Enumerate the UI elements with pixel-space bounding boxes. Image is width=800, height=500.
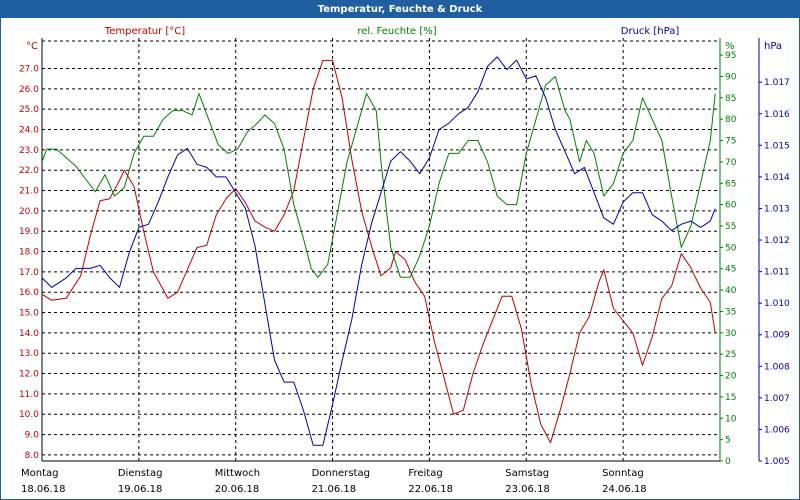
humidity-tick-label: 25 bbox=[725, 350, 736, 360]
pressure-tick-label: 1.016 bbox=[764, 110, 790, 120]
x-date-label: 23.06.18 bbox=[505, 484, 550, 495]
x-axis-labels: Montag 18.06.18 Dienstag 19.06.18 Mittwoch 20… bbox=[21, 468, 647, 495]
humidity-tick-label: 20 bbox=[725, 372, 737, 382]
grid-lines bbox=[41, 38, 721, 461]
humidity-series-line bbox=[41, 76, 716, 278]
x-day-label: Donnerstag bbox=[312, 468, 370, 479]
temperature-tick-label: 18.0 bbox=[19, 248, 39, 258]
x-date-label: 21.06.18 bbox=[312, 484, 357, 495]
temperature-tick-label: 27.0 bbox=[19, 65, 39, 75]
humidity-tick-label: 45 bbox=[725, 265, 736, 275]
x-day-label: Sonntag bbox=[602, 468, 644, 479]
humidity-unit-label: % bbox=[725, 41, 735, 52]
humidity-tick-label: 10 bbox=[725, 414, 737, 424]
humidity-tick-label: 0 bbox=[725, 457, 731, 467]
pressure-tick-label: 1.008 bbox=[764, 362, 790, 372]
humidity-tick-label: 90 bbox=[725, 72, 737, 82]
humidity-tick-label: 50 bbox=[725, 243, 737, 253]
pressure-unit-label: hPa bbox=[764, 41, 782, 52]
temperature-series-line bbox=[41, 59, 716, 444]
temperature-tick-label: 14.0 bbox=[19, 329, 39, 339]
pressure-axis-header: Druck [hPa] bbox=[621, 26, 680, 37]
x-date-label: 20.06.18 bbox=[215, 484, 260, 495]
x-date-label: 22.06.18 bbox=[408, 484, 453, 495]
humidity-tick-label: 30 bbox=[725, 329, 737, 339]
temperature-tick-label: 17.0 bbox=[19, 268, 39, 278]
pressure-tick-label: 1.012 bbox=[764, 236, 790, 246]
temperature-tick-label: 26.0 bbox=[19, 85, 39, 95]
x-day-label: Dienstag bbox=[118, 468, 163, 479]
axis-headers: Temperatur [°C] rel. Feuchte [%] Druck [… bbox=[26, 26, 782, 52]
humidity-tick-label: 5 bbox=[725, 436, 731, 446]
series-lines bbox=[41, 56, 716, 446]
pressure-tick-label: 1.007 bbox=[764, 394, 790, 404]
pressure-tick-label: 1.011 bbox=[764, 268, 790, 278]
x-day-label: Samstag bbox=[505, 468, 549, 479]
temperature-tick-label: 13.0 bbox=[19, 349, 39, 359]
temperature-tick-label: 10.0 bbox=[19, 410, 39, 420]
temperature-tick-label: 11.0 bbox=[19, 390, 39, 400]
temperature-tick-label: 20.0 bbox=[19, 207, 39, 217]
pressure-series-line bbox=[41, 56, 716, 446]
humidity-tick-label: 80 bbox=[725, 115, 737, 125]
temperature-axis-header: Temperatur [°C] bbox=[104, 26, 185, 37]
temperature-tick-label: 23.0 bbox=[19, 146, 39, 156]
x-day-label: Freitag bbox=[408, 468, 442, 479]
window-title: Temperatur, Feuchte & Druck bbox=[1, 1, 799, 18]
temperature-tick-label: 25.0 bbox=[19, 105, 39, 115]
x-day-label: Mittwoch bbox=[215, 468, 260, 479]
humidity-tick-label: 60 bbox=[725, 201, 737, 211]
humidity-tick-label: 85 bbox=[725, 94, 736, 104]
pressure-tick-label: 1.017 bbox=[764, 78, 790, 88]
axes bbox=[41, 38, 762, 462]
temperature-tick-label: 22.0 bbox=[19, 166, 39, 176]
temperature-tick-label: 15.0 bbox=[19, 309, 39, 319]
humidity-tick-label: 15 bbox=[725, 393, 736, 403]
humidity-tick-label: 55 bbox=[725, 222, 736, 232]
humidity-tick-label: 65 bbox=[725, 179, 736, 189]
humidity-axis-header: rel. Feuchte [%] bbox=[357, 26, 436, 37]
temperature-tick-label: 9.0 bbox=[25, 431, 40, 441]
pressure-tick-label: 1.009 bbox=[764, 331, 790, 341]
humidity-tick-label: 95 bbox=[725, 51, 736, 61]
humidity-tick-label: 40 bbox=[725, 286, 737, 296]
pressure-tick-label: 1.015 bbox=[764, 141, 790, 151]
humidity-tick-label: 75 bbox=[725, 137, 736, 147]
temperature-tick-label: 8.0 bbox=[25, 451, 40, 461]
pressure-tick-label: 1.014 bbox=[764, 173, 790, 183]
temperature-tick-label: 12.0 bbox=[19, 370, 39, 380]
humidity-tick-label: 70 bbox=[725, 158, 737, 168]
temperature-tick-label: 16.0 bbox=[19, 288, 39, 298]
temperature-tick-label: 19.0 bbox=[19, 227, 39, 237]
x-date-label: 24.06.18 bbox=[602, 484, 647, 495]
pressure-tick-label: 1.006 bbox=[764, 425, 790, 435]
humidity-tick-label: 35 bbox=[725, 307, 736, 317]
pressure-tick-label: 1.010 bbox=[764, 299, 790, 309]
tick-labels: 8.0 9.0 10.0 11.0 12.0 13.0 14.0 15.0 16.0 17.0 18… bbox=[19, 51, 790, 467]
pressure-tick-label: 1.013 bbox=[764, 204, 790, 214]
temperature-unit-label: °C bbox=[26, 41, 38, 52]
x-date-label: 19.06.18 bbox=[118, 484, 163, 495]
x-date-label: 18.06.18 bbox=[21, 484, 66, 495]
temperature-tick-label: 21.0 bbox=[19, 187, 39, 197]
pressure-tick-label: 1.005 bbox=[764, 457, 790, 467]
x-day-label: Montag bbox=[21, 468, 58, 479]
temperature-tick-label: 24.0 bbox=[19, 126, 39, 136]
